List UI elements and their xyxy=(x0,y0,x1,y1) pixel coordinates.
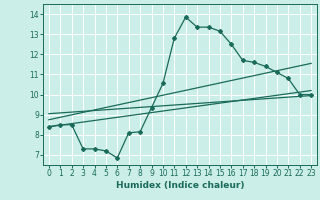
X-axis label: Humidex (Indice chaleur): Humidex (Indice chaleur) xyxy=(116,181,244,190)
